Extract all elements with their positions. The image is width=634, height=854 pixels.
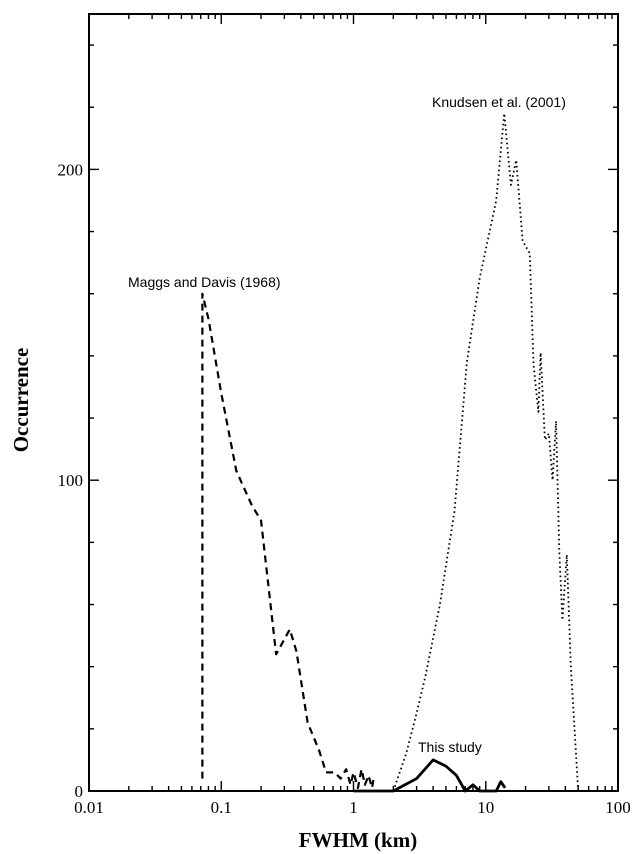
x-tick-label: 1 <box>349 798 358 817</box>
series-line-knudsen <box>392 112 580 792</box>
labels-layer: 0.01 0.1 1 10 100 0 100 200 <box>58 160 631 817</box>
x-tick-label: 100 <box>605 798 631 817</box>
x-tick-label: 0.1 <box>211 798 232 817</box>
annotation-maggs: Maggs and Davis (1968) <box>128 274 281 290</box>
annotation-this-study: This study <box>418 739 482 755</box>
y-tick-label: 200 <box>58 160 84 179</box>
x-tick-label: 0.01 <box>74 798 104 817</box>
series-line-this-study <box>353 758 507 793</box>
annotation-knudsen: Knudsen et al. (2001) <box>432 94 566 110</box>
series-layer <box>201 112 580 793</box>
y-tick-label: 0 <box>75 782 84 801</box>
series-line-maggs-davis <box>201 292 375 789</box>
x-tick-label: 10 <box>477 798 494 817</box>
x-axis-title: FWHM (km) <box>299 828 417 852</box>
plot-frame <box>88 13 619 792</box>
y-tick-label: 100 <box>58 471 84 490</box>
y-axis-title: Occurrence <box>9 348 33 453</box>
